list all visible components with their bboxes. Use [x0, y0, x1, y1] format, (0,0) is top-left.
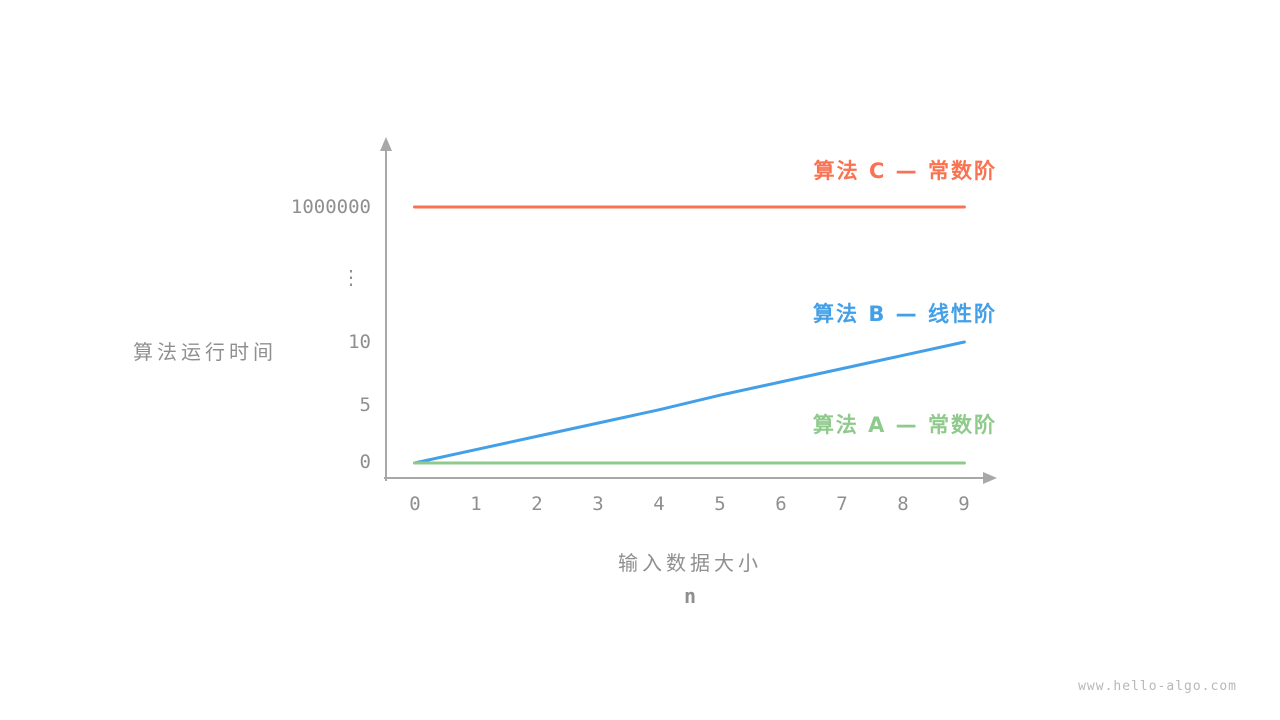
x-tick-label-8: 8 — [897, 493, 909, 515]
x-tick-label-0: 0 — [409, 493, 421, 515]
x-tick-label-9: 9 — [958, 493, 970, 515]
x-tick-label-7: 7 — [836, 493, 848, 515]
legend-algorithm-c: 算法 C — 常数阶 — [813, 159, 997, 183]
x-tick-label-3: 3 — [592, 493, 604, 515]
y-axis-break-ellipsis: ⋮ — [341, 265, 361, 289]
x-axis-variable-n: n — [683, 584, 697, 608]
y-axis-arrow-icon — [380, 137, 392, 151]
y-axis-title: 算法运行时间 — [133, 340, 277, 364]
x-tick-label-1: 1 — [470, 493, 482, 515]
x-axis-title: 输入数据大小 — [618, 551, 762, 575]
x-tick-label-5: 5 — [714, 493, 726, 515]
x-axis-arrow-icon — [983, 472, 997, 484]
x-tick-label-4: 4 — [653, 493, 665, 515]
y-tick-label-1000000: 1000000 — [290, 196, 371, 218]
legend-algorithm-b: 算法 B — 线性阶 — [813, 302, 997, 326]
series-lines — [413, 205, 966, 465]
y-tick-label-10: 10 — [348, 331, 371, 353]
site-watermark: www.hello-algo.com — [1078, 679, 1237, 694]
x-tick-label-2: 2 — [531, 493, 543, 515]
x-tick-label-6: 6 — [775, 493, 787, 515]
y-tick-label-0: 0 — [359, 451, 371, 473]
series-line — [413, 340, 966, 465]
y-tick-label-5: 5 — [359, 394, 371, 416]
legend-algorithm-a: 算法 A — 常数阶 — [812, 413, 997, 437]
